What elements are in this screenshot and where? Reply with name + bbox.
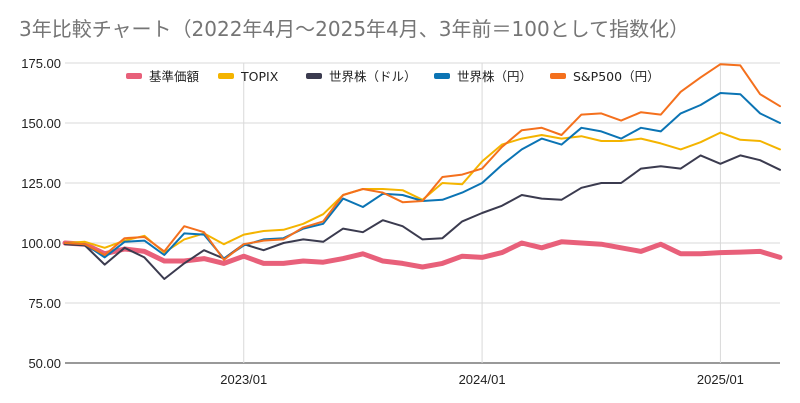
series-line-1	[64, 131, 781, 254]
legend-swatch	[550, 73, 566, 79]
y-tick-label: 150.00	[21, 116, 61, 131]
x-tick-label: 2025/01	[697, 372, 744, 387]
y-tick-label: 125.00	[21, 176, 61, 191]
y-tick-label: 50.00	[28, 356, 61, 371]
series-line-3	[64, 92, 781, 260]
grid	[65, 62, 780, 364]
series-line-4	[64, 63, 781, 261]
y-tick-label: 175.00	[21, 56, 61, 71]
legend: 基準価額 TOPIX 世界株（ドル） 世界株（円） S&P500（円）	[126, 69, 660, 84]
series-lines	[62, 63, 783, 280]
legend-label: 基準価額	[149, 69, 200, 84]
legend-swatch	[126, 73, 142, 79]
y-tick-label: 100.00	[21, 236, 61, 251]
legend-swatch	[218, 73, 234, 79]
y-tick-label: 75.00	[28, 296, 61, 311]
series-line-0	[62, 239, 783, 270]
x-tick-label: 2023/01	[220, 372, 267, 387]
legend-label: TOPIX	[240, 69, 279, 84]
legend-swatch	[434, 73, 450, 79]
chart-title: 3年比較チャート（2022年4月～2025年4月、3年前＝100として指数化）	[19, 17, 689, 41]
x-tick-label: 2024/01	[459, 372, 506, 387]
series-line-2	[64, 154, 781, 280]
legend-label: 世界株（ドル）	[329, 69, 417, 84]
legend-label: 世界株（円）	[457, 69, 532, 84]
legend-label: S&P500（円）	[573, 69, 660, 84]
axis-ticks: 50.00 75.00 100.00 125.00 150.00 175.00 2023/0…	[21, 56, 744, 387]
legend-swatch	[306, 73, 322, 79]
